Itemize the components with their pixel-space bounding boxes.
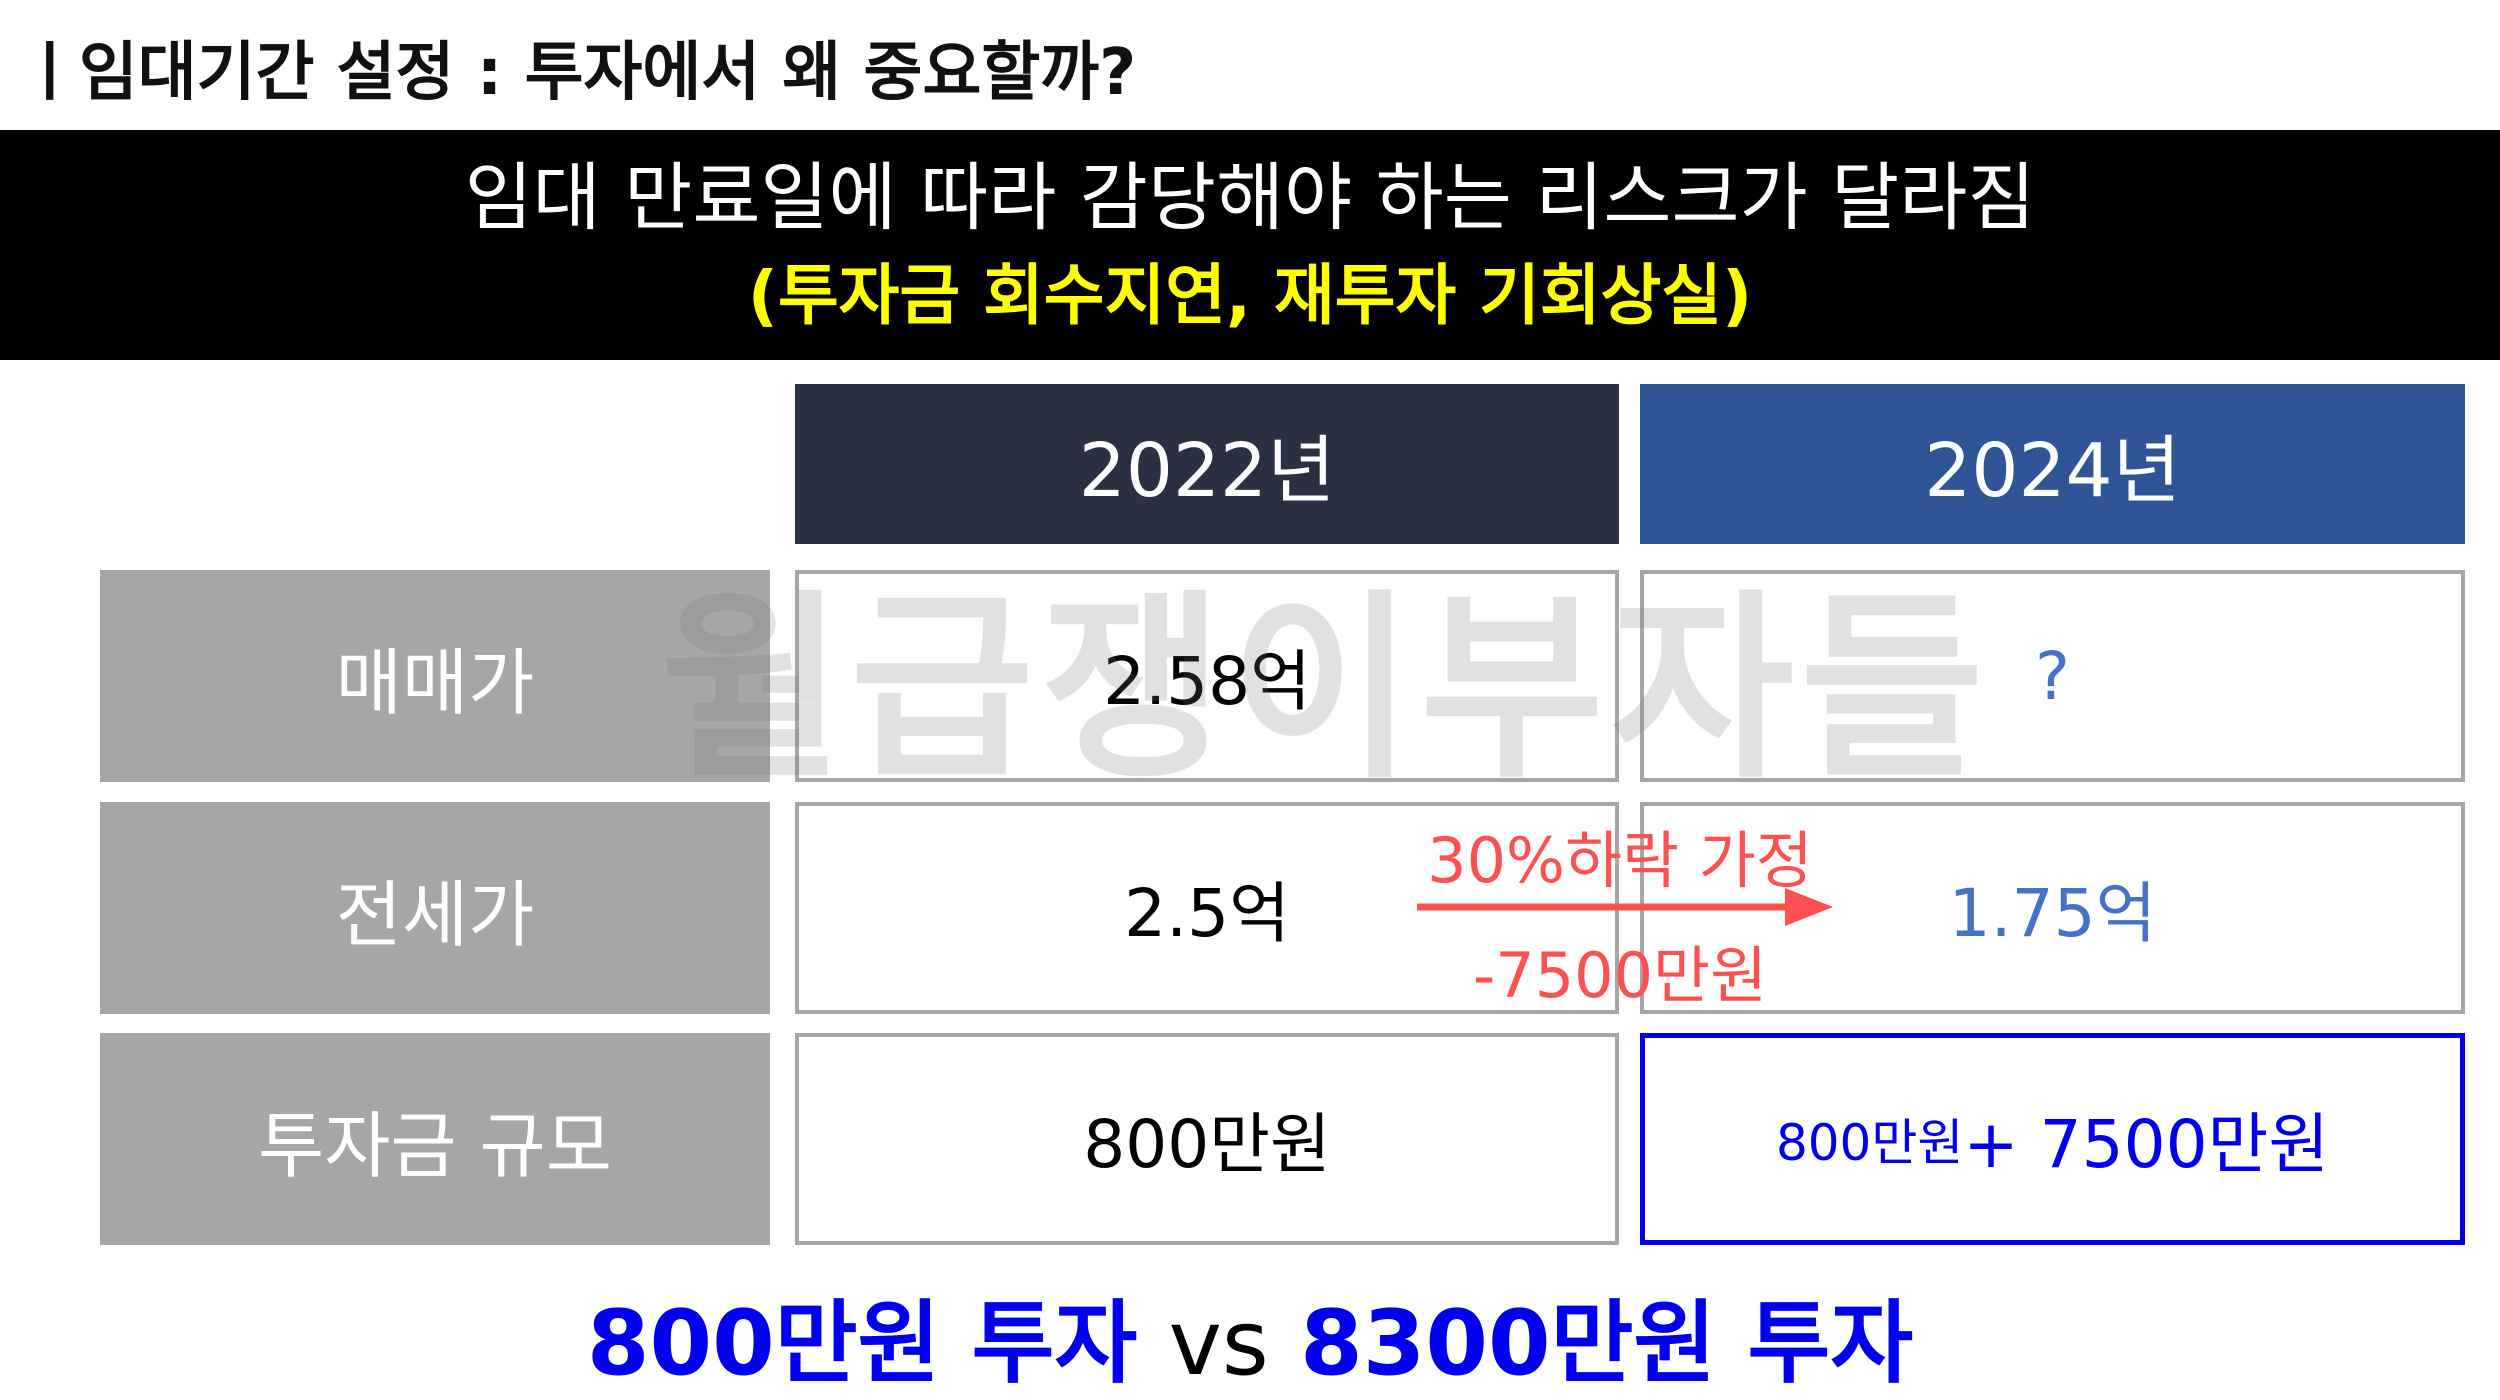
summary-left: 800만원 투자 (586, 1291, 1138, 1396)
cell-investment-2022: 800만원 (795, 1033, 1619, 1245)
summary-vs: vs (1168, 1291, 1269, 1396)
watermark: 월급쟁이부자들 (660, 573, 1991, 806)
investment-additional-amount: + 7500만원 (1963, 1106, 2330, 1183)
cell-sale-price-2022: 2.58억 (795, 570, 1619, 782)
right-arrow-icon (1417, 888, 1833, 926)
column-header-2024: 2024년 (1640, 384, 2465, 544)
summary-right: 8300만원 투자 (1300, 1291, 1914, 1396)
drop-assumption-label: 30%하락 가정 (1427, 824, 1813, 897)
banner-headline: 임대 만료일에 따라 감당해야 하는 리스크가 달라짐 (464, 155, 2036, 241)
cell-sale-price-2024: ? (1640, 570, 2465, 782)
banner-subheadline: (투자금 회수지연, 재투자 기회상실) (747, 257, 1753, 334)
title-banner (0, 130, 2500, 360)
investment-base-amount: 800만원 (1775, 1114, 1964, 1172)
page-title: ㅣ임대기간 설정 : 투자에서 왜 중요할까? (20, 36, 1137, 110)
bottom-summary: 800만원 투자 vs 8300만원 투자 (0, 1270, 2500, 1400)
row-label-sale-price: 매매가 (100, 570, 770, 782)
column-header-2022: 2022년 (795, 384, 1619, 544)
row-label-investment-size: 투자금 규모 (100, 1033, 770, 1245)
row-label-jeonse-price: 전세가 (100, 802, 770, 1014)
cell-investment-2024: 800만원 + 7500만원 (1640, 1033, 2465, 1245)
drop-amount-label: -7500만원 (1472, 939, 1768, 1012)
